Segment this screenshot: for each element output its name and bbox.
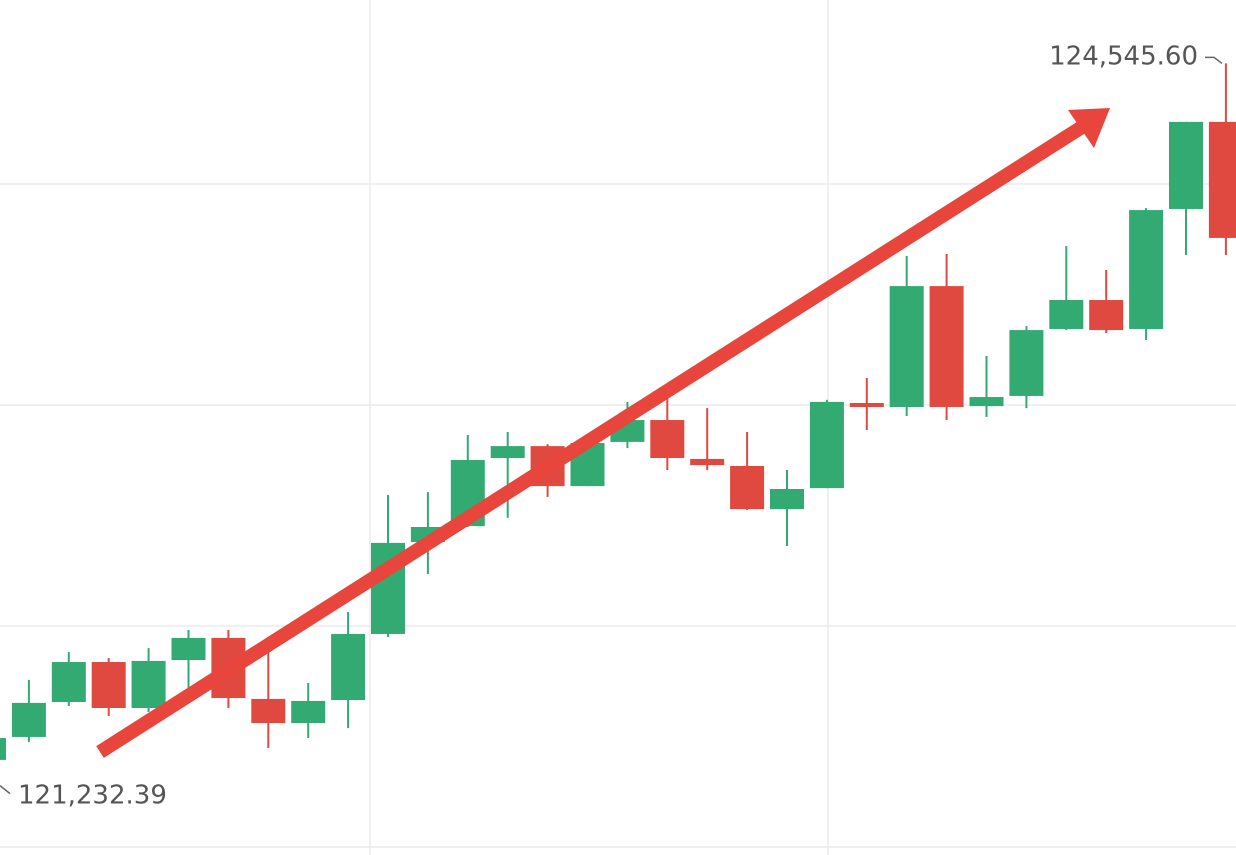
candle-body: [929, 286, 964, 407]
candle-body: [91, 662, 126, 708]
candle-body: [490, 446, 525, 459]
candle-body: [1009, 330, 1044, 396]
min-price-label: 121,232.39: [18, 781, 167, 811]
candle-body: [1049, 300, 1084, 329]
candle-body: [690, 458, 725, 466]
candle-body: [969, 397, 1004, 407]
candles: [0, 63, 1236, 760]
candle-body: [650, 420, 685, 459]
candle-body: [251, 698, 286, 724]
min-label-leader: [0, 785, 11, 795]
candle-body: [809, 401, 844, 489]
candle-body: [1089, 300, 1124, 331]
candle-body: [1208, 121, 1236, 238]
candle-body: [849, 403, 884, 407]
max-price-label: 124,545.60: [1049, 42, 1198, 72]
candle-body: [51, 662, 86, 703]
candle-body: [770, 488, 804, 510]
candle-body: [730, 465, 765, 510]
candle-body: [0, 738, 6, 760]
trend-arrow: [96, 108, 1110, 758]
candle-body: [331, 633, 366, 701]
arrow-head: [1068, 108, 1110, 148]
candle-body: [1169, 121, 1203, 209]
labels: 124,545.60 121,232.39: [0, 42, 1223, 811]
arrow-shaft: [96, 121, 1086, 758]
candle-body: [291, 700, 326, 724]
candle-body: [889, 286, 924, 407]
candle-body: [11, 702, 46, 737]
max-label-leader: [1205, 56, 1223, 65]
candle-body: [131, 660, 166, 708]
candle-body: [171, 637, 206, 661]
candle-body: [1129, 210, 1164, 329]
